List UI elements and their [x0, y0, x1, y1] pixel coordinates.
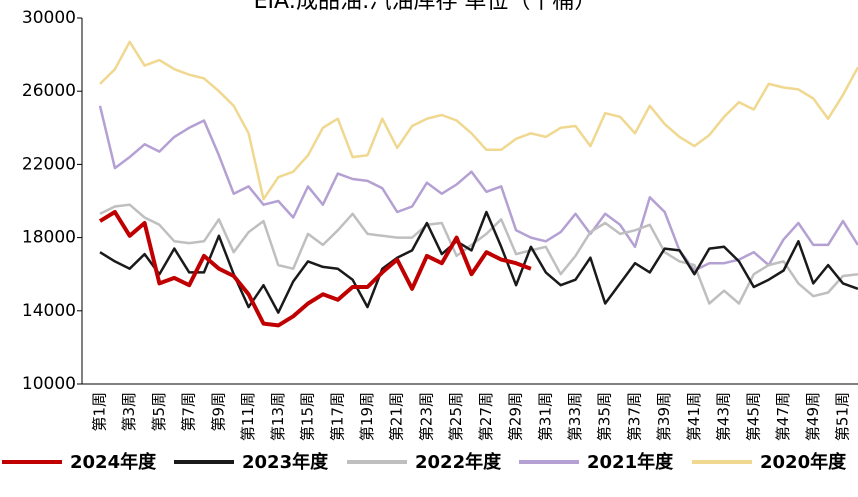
- x-tick-label: 第49周: [804, 392, 822, 441]
- x-tick-label: 第27周: [477, 392, 495, 441]
- chart-title: EIA:成品油:汽油库存 单位（千桶）: [254, 0, 597, 14]
- y-tick-label: 10000: [22, 374, 76, 394]
- x-tick-label: 第47周: [774, 392, 792, 441]
- y-tick-label: 30000: [22, 8, 76, 28]
- x-tick-label: 第33周: [566, 392, 584, 441]
- legend-label: 2024年度: [70, 451, 157, 473]
- y-tick-label: 18000: [22, 228, 76, 248]
- x-tick-label: 第23周: [417, 392, 435, 441]
- x-tick-label: 第31周: [536, 392, 554, 441]
- series-line: [99, 210, 858, 314]
- legend-label: 2021年度: [587, 451, 674, 473]
- x-tick-label: 第9周: [209, 392, 227, 432]
- x-tick-label: 第39周: [655, 392, 673, 441]
- x-tick-label: 第3周: [120, 392, 138, 432]
- legend-label: 2022年度: [415, 451, 502, 473]
- x-tick-label: 第7周: [180, 392, 198, 432]
- x-tick-label: 第43周: [715, 392, 733, 441]
- y-tick-label: 14000: [22, 301, 76, 321]
- x-tick-label: 第45周: [744, 392, 762, 441]
- x-tick-label: 第35周: [596, 392, 614, 441]
- x-tick-label: 第13周: [269, 392, 287, 441]
- x-tick-label: 第21周: [388, 392, 406, 441]
- x-tick-label: 第29周: [507, 392, 525, 441]
- series-line: [98, 105, 858, 272]
- series-line: [99, 40, 858, 201]
- x-tick-label: 第51周: [834, 392, 852, 441]
- x-tick-label: 第25周: [447, 392, 465, 441]
- x-tick-label: 第15周: [299, 392, 317, 441]
- x-tick-label: 第11周: [239, 392, 257, 441]
- x-tick-label: 第1周: [91, 392, 109, 432]
- y-tick-label: 26000: [22, 81, 76, 101]
- x-tick-label: 第41周: [685, 392, 703, 441]
- series-line: [98, 210, 532, 328]
- x-tick-label: 第17周: [328, 392, 346, 441]
- legend-label: 2023年度: [242, 451, 329, 473]
- y-tick-label: 22000: [22, 154, 76, 174]
- x-tick-label: 第37周: [625, 392, 643, 441]
- legend-label: 2020年度: [760, 451, 847, 473]
- x-tick-label: 第5周: [150, 392, 168, 432]
- series-line: [99, 203, 858, 305]
- x-tick-label: 第19周: [358, 392, 376, 441]
